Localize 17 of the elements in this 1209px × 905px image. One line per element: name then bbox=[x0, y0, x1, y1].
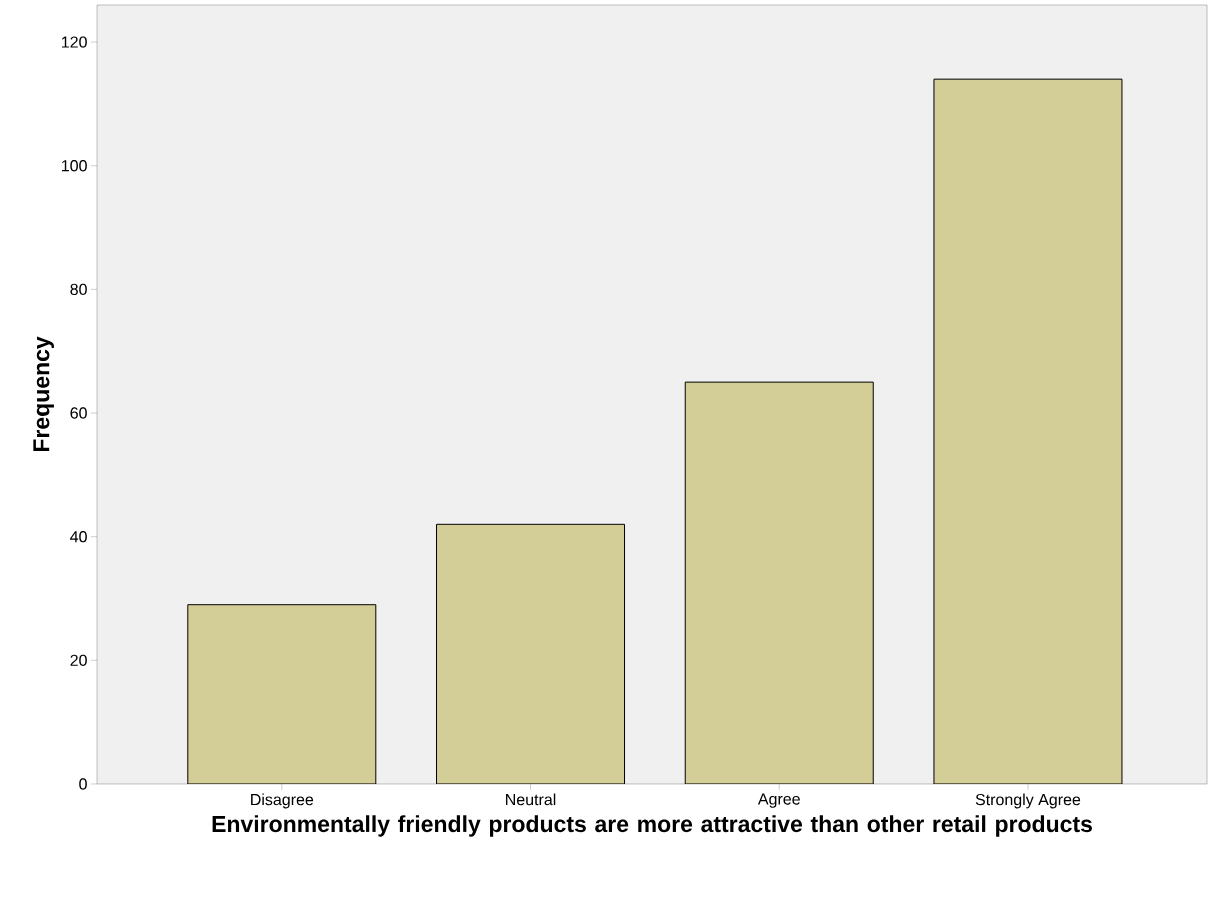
bar bbox=[436, 523, 626, 784]
y-tick-label: 0 bbox=[79, 778, 87, 790]
x-tick-label: Strongly Agree bbox=[975, 793, 1081, 809]
y-tick-label: 120 bbox=[62, 36, 87, 48]
bar bbox=[684, 381, 874, 784]
y-tick-label: 80 bbox=[70, 283, 87, 296]
bar bbox=[933, 78, 1123, 784]
x-tick-label: Agree bbox=[757, 793, 800, 808]
y-tick-label: 40 bbox=[70, 531, 87, 543]
x-tick-label: Disagree bbox=[251, 793, 314, 809]
x-tick-label: Neutral bbox=[506, 793, 556, 806]
y-axis-title: Frequency bbox=[33, 336, 54, 452]
y-tick-label: 60 bbox=[70, 407, 87, 419]
bar bbox=[187, 604, 376, 784]
y-tick-label: 20 bbox=[70, 654, 87, 666]
y-tick-label: 100 bbox=[62, 160, 87, 172]
x-axis-title: Environmentally friendly products are more attractive than other retail products bbox=[212, 815, 1092, 837]
